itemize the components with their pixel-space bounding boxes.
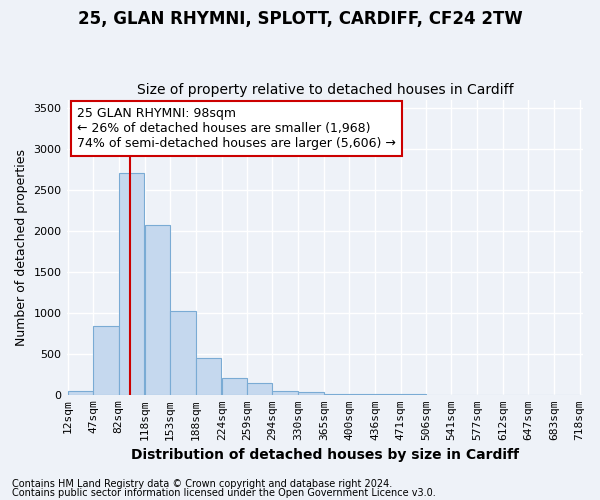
Bar — [196, 358, 221, 395]
Bar — [170, 311, 196, 395]
Bar — [247, 382, 272, 395]
Text: 25, GLAN RHYMNI, SPLOTT, CARDIFF, CF24 2TW: 25, GLAN RHYMNI, SPLOTT, CARDIFF, CF24 2… — [77, 10, 523, 28]
Bar — [94, 326, 119, 395]
Title: Size of property relative to detached houses in Cardiff: Size of property relative to detached ho… — [137, 83, 513, 97]
Text: Contains public sector information licensed under the Open Government Licence v3: Contains public sector information licen… — [12, 488, 436, 498]
Bar — [68, 390, 94, 395]
X-axis label: Distribution of detached houses by size in Cardiff: Distribution of detached houses by size … — [131, 448, 519, 462]
Bar — [272, 390, 298, 395]
Bar — [298, 392, 324, 395]
Bar — [349, 394, 374, 395]
Text: Contains HM Land Registry data © Crown copyright and database right 2024.: Contains HM Land Registry data © Crown c… — [12, 479, 392, 489]
Bar — [145, 224, 170, 395]
Bar — [119, 172, 144, 395]
Bar — [324, 394, 349, 395]
Text: 25 GLAN RHYMNI: 98sqm
← 26% of detached houses are smaller (1,968)
74% of semi-d: 25 GLAN RHYMNI: 98sqm ← 26% of detached … — [77, 107, 396, 150]
Bar — [221, 378, 247, 395]
Y-axis label: Number of detached properties: Number of detached properties — [15, 148, 28, 346]
